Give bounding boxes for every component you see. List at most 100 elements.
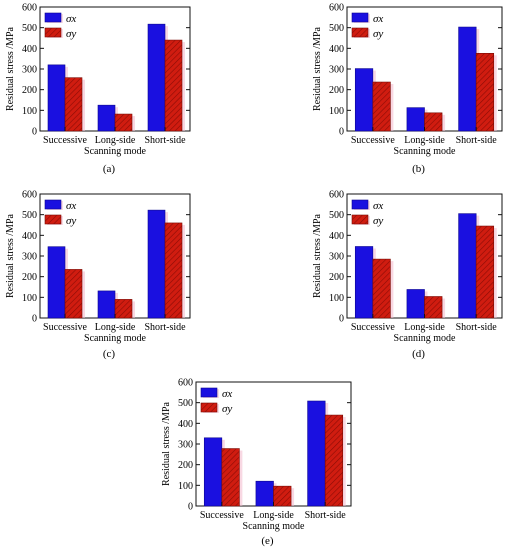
- legend-swatch-sigma-y: [351, 214, 369, 225]
- bar-sigma-x: [354, 68, 374, 132]
- x-tick-label: Successive: [351, 135, 395, 146]
- x-tick-label: Successive: [43, 135, 87, 146]
- y-tick-label: 600: [178, 378, 193, 389]
- bar-sigma-y: [324, 414, 344, 507]
- y-tick-label: 400: [178, 419, 193, 430]
- panel-label: (d): [412, 348, 425, 360]
- bar-sigma-y: [372, 258, 391, 319]
- y-tick-label: 500: [178, 398, 193, 409]
- y-tick-label: 300: [22, 252, 37, 263]
- y-axis-label: Residual stress /MPa: [5, 26, 16, 110]
- y-axis-label: Residual stress /MPa: [312, 213, 323, 297]
- x-tick-label: Short-side: [456, 135, 498, 146]
- legend-label-sigma-x: σx: [66, 13, 76, 25]
- bar-sigma-y: [164, 222, 183, 319]
- x-tick-label: Short-side: [456, 322, 498, 333]
- chart-panel-2: 0 100 200 300 400 500 600 Successive Long-side Sh…: [312, 3, 503, 175]
- bar-sigma-y: [475, 225, 495, 319]
- y-axis-label: Residual stress /MPa: [5, 213, 16, 297]
- bar-sigma-x: [147, 209, 166, 319]
- y-tick-label: 400: [22, 44, 37, 55]
- chart-panel-5: 0 100 200 300 400 500 600 Successive Long-side Sh…: [161, 378, 352, 547]
- legend-label-sigma-y: σy: [222, 403, 232, 415]
- bar-sigma-y: [64, 77, 83, 132]
- bar-sigma-x: [47, 246, 66, 319]
- y-tick-label: 500: [22, 210, 37, 221]
- x-axis-label: Scanning mode: [394, 333, 456, 344]
- bar-sigma-x: [97, 290, 116, 319]
- legend-swatch-sigma-x: [44, 12, 62, 23]
- y-tick-label: 0: [339, 127, 344, 138]
- y-tick-label: 100: [329, 293, 344, 304]
- y-tick-label: 500: [329, 210, 344, 221]
- legend-label-sigma-y: σy: [66, 215, 76, 227]
- bar-sigma-y: [114, 113, 133, 132]
- legend-label-sigma-x: σx: [373, 13, 383, 25]
- bar-sigma-y: [372, 81, 391, 132]
- y-tick-label: 200: [22, 85, 37, 96]
- y-tick-label: 300: [329, 65, 344, 76]
- chart-panel-1: 0 100 200 300 400 500 600 Successive Long-side Sh…: [5, 3, 191, 175]
- panel-label: (e): [261, 535, 274, 547]
- x-axis-label: Scanning mode: [394, 146, 456, 157]
- bar-sigma-y: [424, 112, 443, 132]
- bar-sigma-x: [458, 26, 477, 132]
- x-tick-label: Long-side: [404, 135, 445, 146]
- x-tick-label: Long-side: [404, 322, 445, 333]
- chart-panel-4: 0 100 200 300 400 500 600 Successive Long-side Sh…: [312, 190, 503, 360]
- y-tick-label: 200: [178, 460, 193, 471]
- panel-label: (a): [103, 163, 116, 175]
- bar-sigma-x: [354, 246, 374, 319]
- x-tick-label: Successive: [43, 322, 87, 333]
- bar-sigma-x: [255, 480, 274, 507]
- y-tick-label: 0: [188, 502, 193, 513]
- legend-swatch-sigma-y: [351, 27, 369, 38]
- legend-swatch-sigma-x: [351, 12, 369, 23]
- bar-sigma-x: [147, 23, 166, 132]
- legend-label-sigma-y: σy: [373, 28, 383, 40]
- y-tick-label: 200: [329, 85, 344, 96]
- chart-panel-3: 0 100 200 300 400 500 600 Successive Long-side Sh…: [5, 190, 191, 360]
- x-axis-label: Scanning mode: [84, 333, 146, 344]
- y-tick-label: 500: [329, 23, 344, 34]
- bar-sigma-x: [406, 289, 425, 319]
- y-tick-label: 300: [178, 440, 193, 451]
- x-tick-label: Short-side: [144, 135, 186, 146]
- y-tick-label: 0: [32, 314, 37, 325]
- x-axis-label: Scanning mode: [84, 146, 146, 157]
- legend-label-sigma-y: σy: [66, 28, 76, 40]
- y-tick-label: 600: [22, 190, 37, 201]
- legend-swatch-sigma-y: [44, 27, 62, 38]
- y-tick-label: 200: [329, 272, 344, 283]
- y-tick-label: 400: [22, 231, 37, 242]
- legend-label-sigma-x: σx: [222, 388, 232, 400]
- panel-label: (b): [412, 163, 425, 175]
- bar-sigma-y: [164, 39, 183, 132]
- y-tick-label: 100: [22, 106, 37, 117]
- y-tick-label: 200: [22, 272, 37, 283]
- y-axis-label: Residual stress /MPa: [312, 26, 323, 110]
- x-tick-label: Long-side: [95, 322, 136, 333]
- y-tick-label: 600: [329, 3, 344, 14]
- legend-swatch-sigma-x: [44, 199, 62, 210]
- x-tick-label: Long-side: [95, 135, 136, 146]
- bar-sigma-x: [307, 400, 326, 507]
- bar-sigma-x: [458, 213, 477, 319]
- x-axis-label: Scanning mode: [243, 521, 305, 532]
- x-tick-label: Short-side: [305, 510, 347, 521]
- legend-swatch-sigma-y: [200, 402, 218, 413]
- legend-swatch-sigma-x: [351, 199, 369, 210]
- bar-sigma-x: [406, 107, 425, 132]
- legend-label-sigma-x: σx: [66, 200, 76, 212]
- bar-sigma-x: [47, 64, 66, 132]
- y-tick-label: 300: [22, 65, 37, 76]
- x-tick-label: Short-side: [144, 322, 186, 333]
- x-tick-label: Successive: [351, 322, 395, 333]
- panel-label: (c): [103, 348, 116, 360]
- y-tick-label: 600: [329, 190, 344, 201]
- y-tick-label: 400: [329, 231, 344, 242]
- bar-sigma-y: [64, 269, 83, 319]
- y-tick-label: 100: [22, 293, 37, 304]
- y-tick-label: 0: [339, 314, 344, 325]
